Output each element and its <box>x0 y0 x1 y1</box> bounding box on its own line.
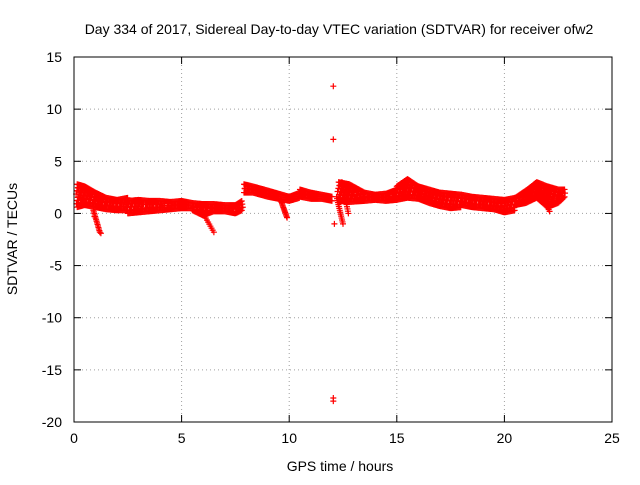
data-point <box>546 208 553 215</box>
y-tick-label: -15 <box>42 362 62 378</box>
data-point <box>204 204 211 211</box>
data-layer <box>73 83 569 405</box>
y-tick-label: 15 <box>46 49 62 65</box>
plot-frame <box>73 56 613 423</box>
y-tick-label: 10 <box>46 101 62 117</box>
data-point <box>238 207 245 214</box>
data-point <box>328 197 335 204</box>
y-tick-label: -20 <box>42 414 62 430</box>
y-tick-label: -5 <box>50 258 63 274</box>
x-tick-label: 0 <box>70 430 78 446</box>
x-tick-label: 20 <box>497 430 513 446</box>
x-tick-label: 25 <box>604 430 620 446</box>
outlier-point <box>330 398 337 405</box>
outlier-point <box>97 230 104 237</box>
outlier-point <box>330 136 337 143</box>
outlier-point <box>331 220 338 227</box>
data-point <box>284 214 291 221</box>
data-point <box>560 194 567 201</box>
y-axis-label: SDTVAR / TECUs <box>4 183 20 295</box>
y-tick-label: -10 <box>42 310 62 326</box>
x-axis-label: GPS time / hours <box>287 458 394 474</box>
y-tick-label: 0 <box>54 205 62 221</box>
grid-layer <box>74 57 612 422</box>
data-point <box>562 190 569 197</box>
data-point <box>96 229 103 236</box>
chart-title: Day 334 of 2017, Sidereal Day-to-day VTE… <box>85 21 594 37</box>
data-point <box>345 210 352 217</box>
outlier-point <box>91 213 98 220</box>
outlier-point <box>330 83 337 90</box>
x-tick-label: 10 <box>281 430 297 446</box>
y-tick-label: 5 <box>54 153 62 169</box>
data-point <box>239 204 246 211</box>
data-point <box>340 220 346 227</box>
data-point <box>511 207 518 214</box>
x-tick-label: 5 <box>178 430 186 446</box>
x-tick-label: 15 <box>389 430 405 446</box>
data-point <box>210 229 217 236</box>
tick-layer: 0 5 10 15 20 25 -20 -15 -10 -5 0 5 10 15 <box>42 49 620 446</box>
